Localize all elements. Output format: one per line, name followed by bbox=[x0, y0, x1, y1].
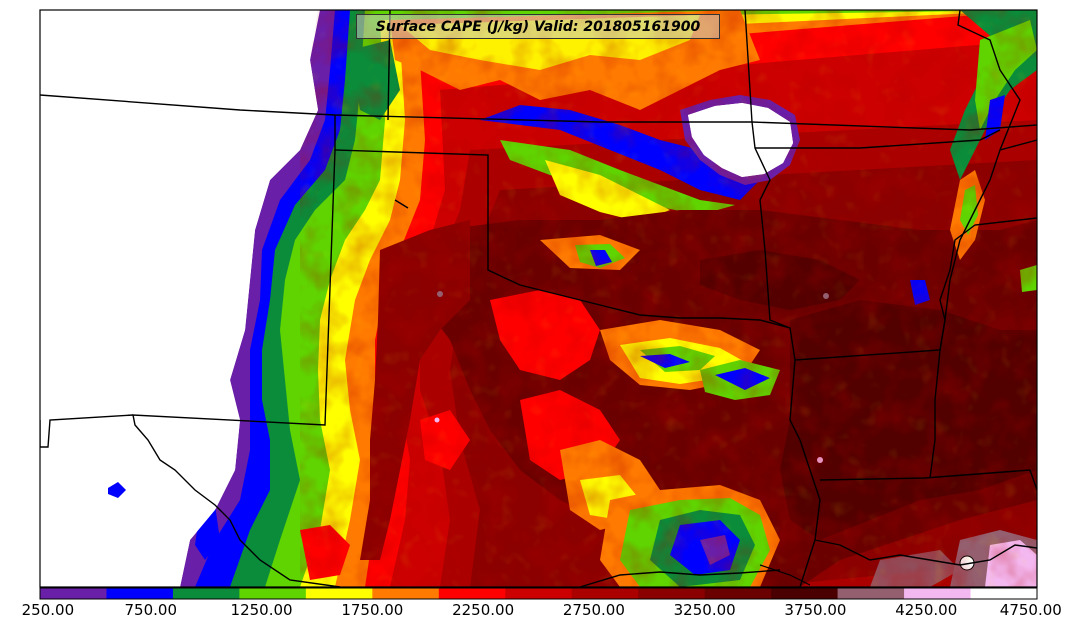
colorbar-tick-label: 1250.00 bbox=[230, 601, 293, 619]
map-frame bbox=[39, 9, 1038, 588]
cape-field bbox=[40, 10, 1037, 587]
colorbar-swatch bbox=[106, 588, 174, 599]
colorbar bbox=[39, 587, 1038, 600]
colorbar-swatch bbox=[638, 588, 706, 599]
state-borders bbox=[40, 10, 1037, 587]
colorbar-swatch bbox=[904, 588, 972, 599]
map-title: Surface CAPE (J/kg) Valid: 201805161900 bbox=[356, 14, 720, 39]
colorbar-frame bbox=[39, 587, 1038, 600]
colorbar-swatch bbox=[438, 588, 506, 599]
colorbar-swatch bbox=[40, 588, 107, 599]
colorbar-tick-label: 1750.00 bbox=[341, 601, 404, 619]
colorbar-swatch bbox=[505, 588, 573, 599]
colorbar-tick-label: 4750.00 bbox=[999, 601, 1062, 619]
colorbar-tick-label: 3750.00 bbox=[784, 601, 847, 619]
colorbar-swatch bbox=[970, 588, 1038, 599]
colorbar-swatch bbox=[837, 588, 905, 599]
colorbar-swatch bbox=[771, 588, 839, 599]
colorbar-swatch bbox=[172, 588, 240, 599]
colorbar-swatch bbox=[571, 588, 639, 599]
colorbar-tick-label: 4250.00 bbox=[895, 601, 958, 619]
colorbar-tick-label: 750.00 bbox=[124, 601, 178, 619]
colorbar-swatch bbox=[704, 588, 772, 599]
colorbar-tick-label: 3250.00 bbox=[673, 601, 736, 619]
colorbar-swatch bbox=[305, 588, 373, 599]
colorbar-tick-label: 2250.00 bbox=[452, 601, 515, 619]
colorbar-tick-label: 250.00 bbox=[21, 601, 75, 619]
colorbar-tick-label: 2750.00 bbox=[562, 601, 625, 619]
colorbar-swatch bbox=[372, 588, 440, 599]
coastline bbox=[759, 564, 811, 586]
colorbar-swatch bbox=[239, 588, 307, 599]
